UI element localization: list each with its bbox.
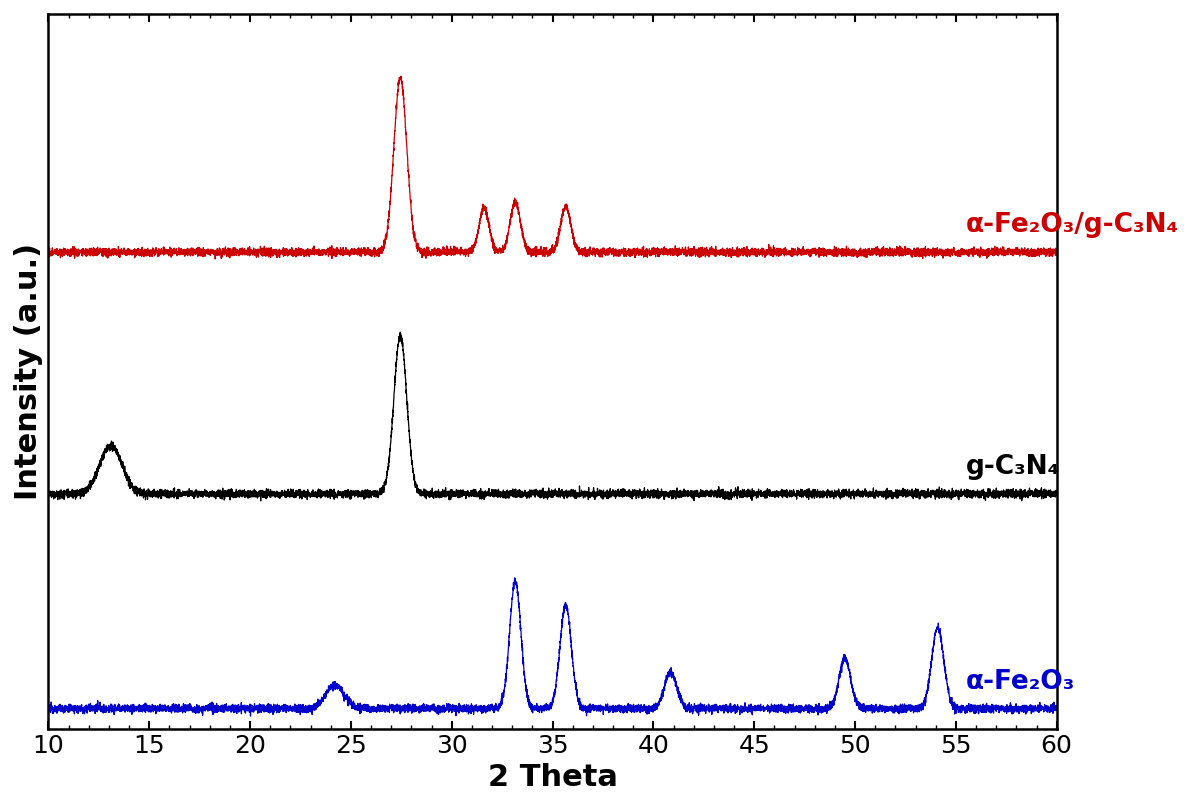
Text: α-Fe₂O₃/g-C₃N₄: α-Fe₂O₃/g-C₃N₄ xyxy=(966,212,1180,239)
Text: g-C₃N₄: g-C₃N₄ xyxy=(966,454,1060,480)
Text: α-Fe₂O₃: α-Fe₂O₃ xyxy=(966,669,1075,695)
X-axis label: 2 Theta: 2 Theta xyxy=(487,763,618,792)
Y-axis label: Intensity (a.u.): Intensity (a.u.) xyxy=(14,243,43,500)
